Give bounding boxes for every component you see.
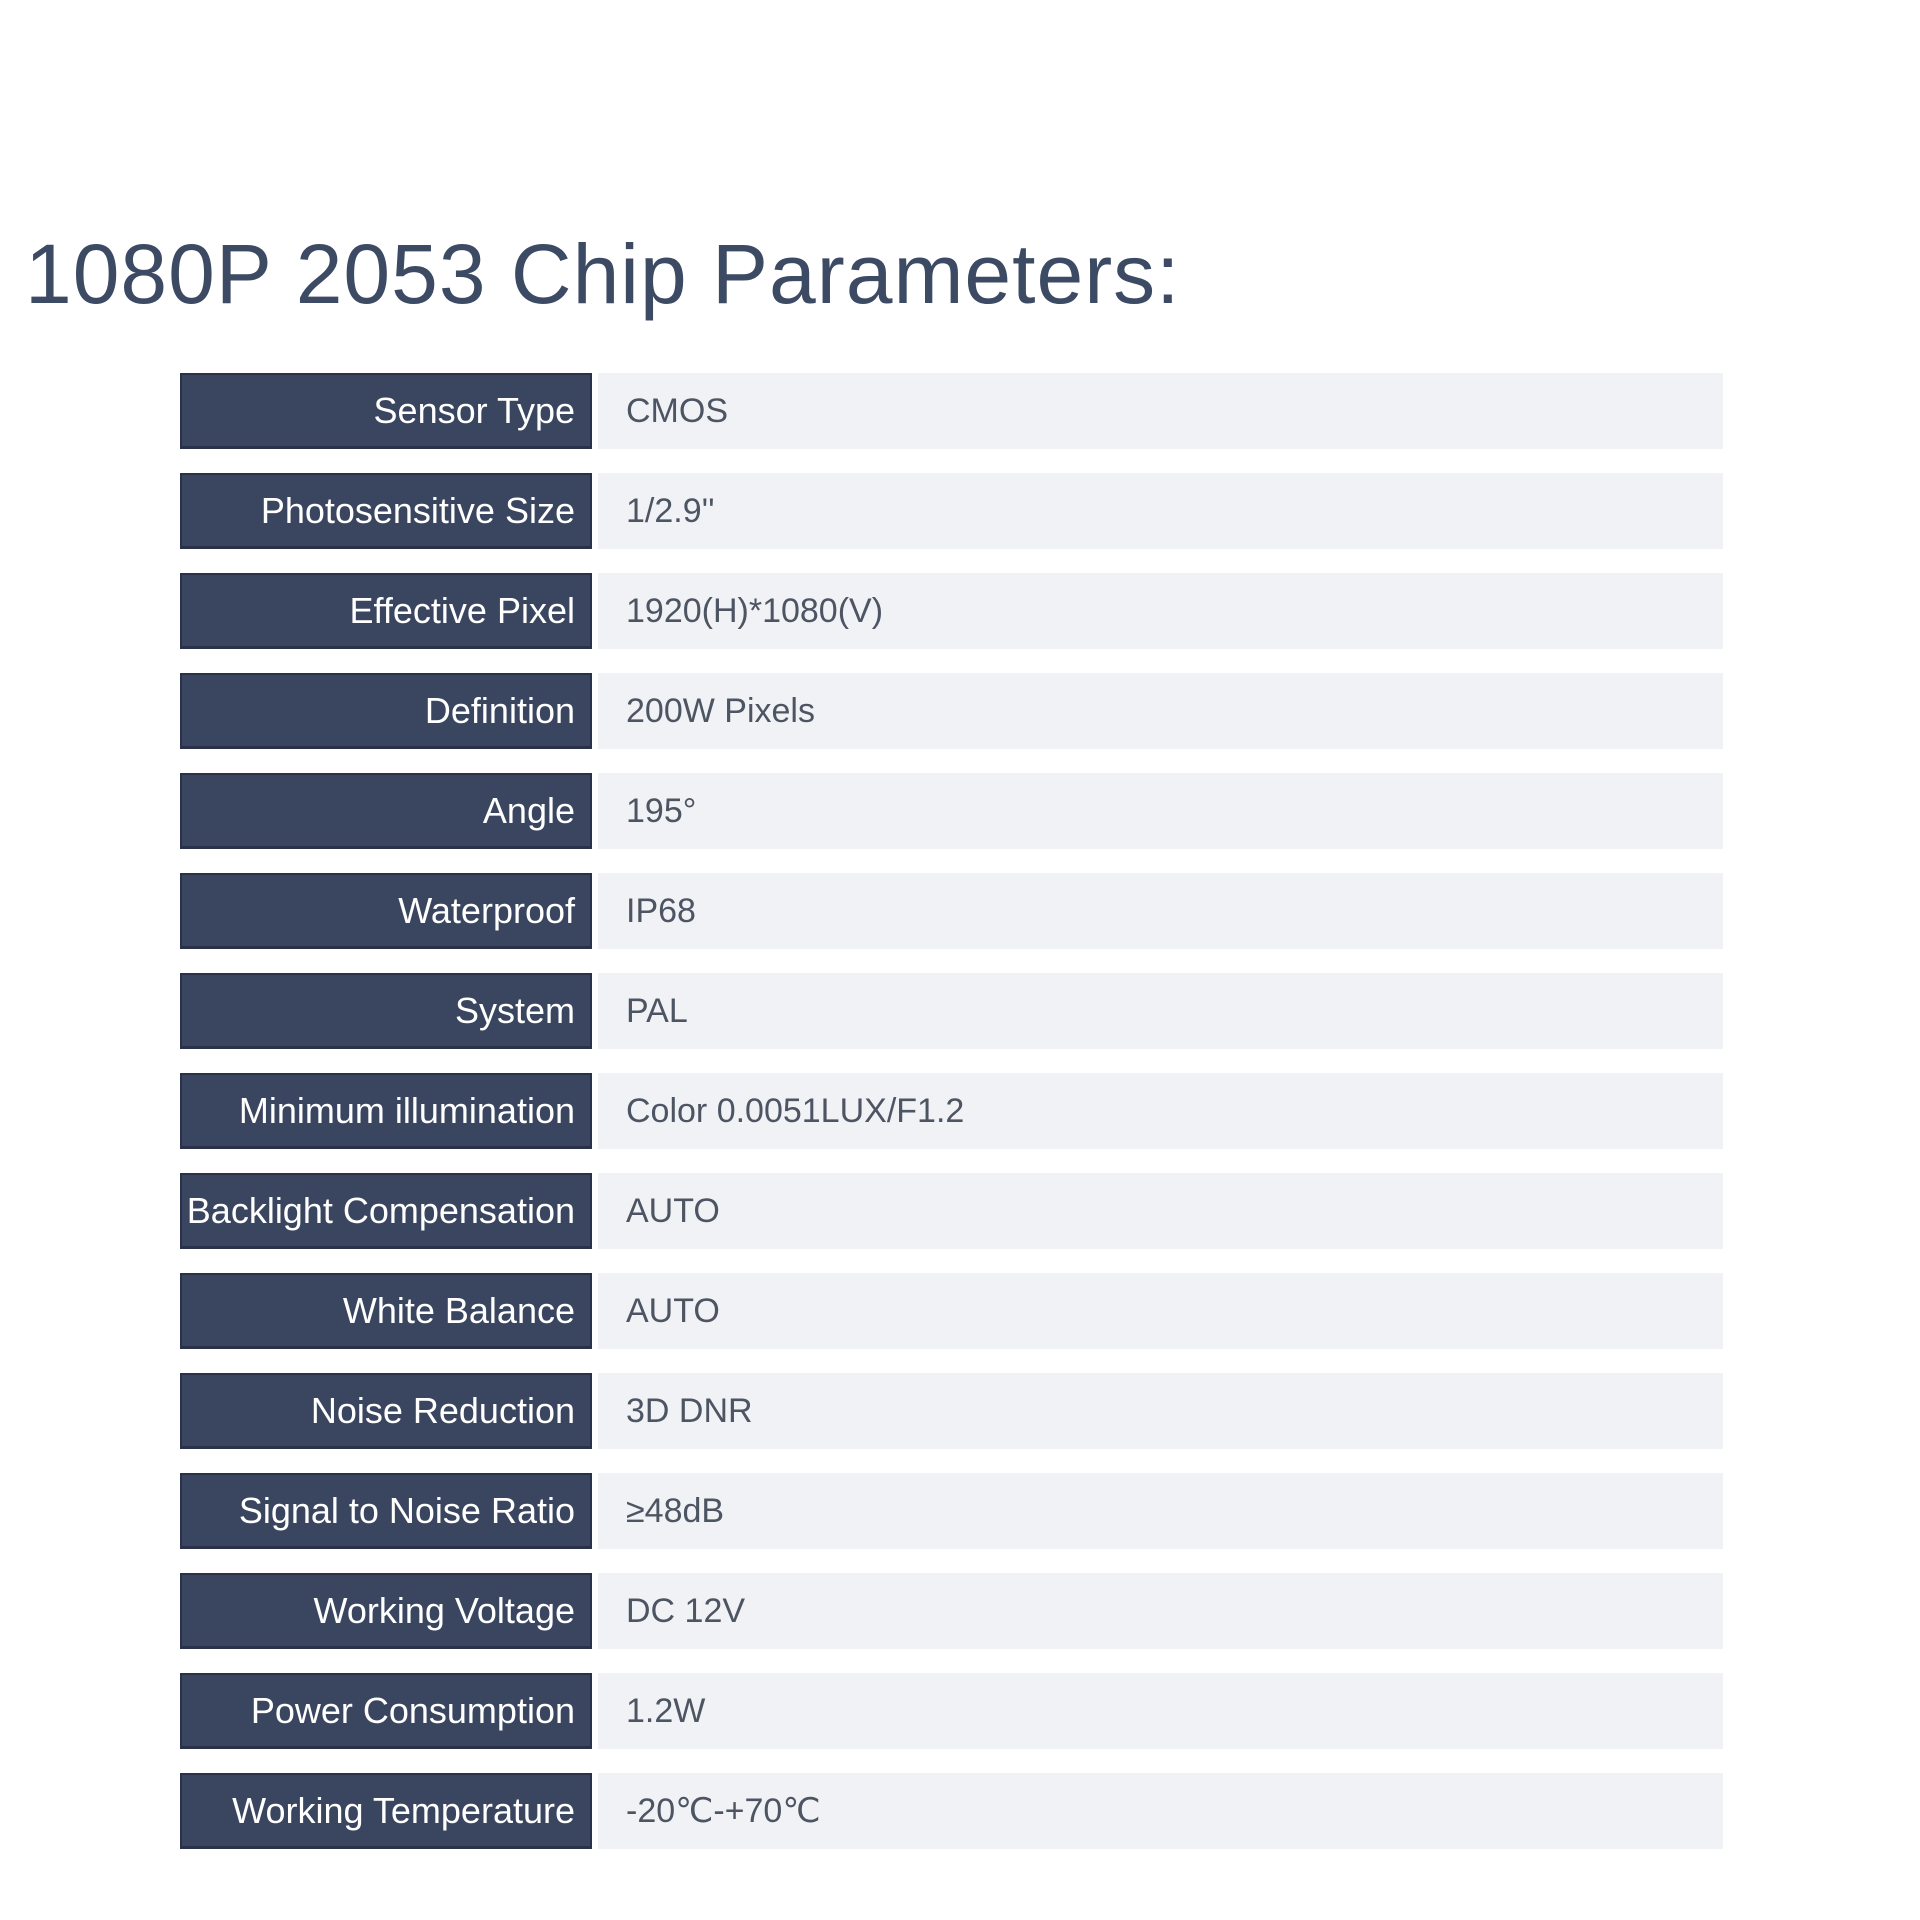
spec-label: Waterproof — [180, 873, 592, 949]
spec-value: -20℃-+70℃ — [598, 1773, 1723, 1849]
spec-row: Effective Pixel 1920(H)*1080(V) — [180, 573, 1723, 649]
spec-row: Working Temperature -20℃-+70℃ — [180, 1773, 1723, 1849]
spec-value: ≥48dB — [598, 1473, 1723, 1549]
spec-table: Sensor Type CMOS Photosensitive Size 1/2.9'… — [180, 373, 1723, 1873]
spec-value: 1/2.9'' — [598, 473, 1723, 549]
spec-value: PAL — [598, 973, 1723, 1049]
spec-label: Definition — [180, 673, 592, 749]
spec-row: Signal to Noise Ratio ≥48dB — [180, 1473, 1723, 1549]
spec-label: Photosensitive Size — [180, 473, 592, 549]
spec-value: AUTO — [598, 1273, 1723, 1349]
spec-row: Noise Reduction 3D DNR — [180, 1373, 1723, 1449]
spec-value: 195° — [598, 773, 1723, 849]
spec-value: IP68 — [598, 873, 1723, 949]
spec-value: DC 12V — [598, 1573, 1723, 1649]
spec-row: Working Voltage DC 12V — [180, 1573, 1723, 1649]
spec-row: Power Consumption 1.2W — [180, 1673, 1723, 1749]
spec-row: Photosensitive Size 1/2.9'' — [180, 473, 1723, 549]
spec-label: Minimum illumination — [180, 1073, 592, 1149]
spec-row: Minimum illumination Color 0.0051LUX/F1.2 — [180, 1073, 1723, 1149]
spec-label: Noise Reduction — [180, 1373, 592, 1449]
spec-label: System — [180, 973, 592, 1049]
spec-row: White Balance AUTO — [180, 1273, 1723, 1349]
spec-row: Backlight Compensation AUTO — [180, 1173, 1723, 1249]
spec-label: White Balance — [180, 1273, 592, 1349]
spec-row: Definition 200W Pixels — [180, 673, 1723, 749]
spec-label: Working Temperature — [180, 1773, 592, 1849]
spec-label: Angle — [180, 773, 592, 849]
spec-row: Sensor Type CMOS — [180, 373, 1723, 449]
spec-label: Effective Pixel — [180, 573, 592, 649]
spec-row: System PAL — [180, 973, 1723, 1049]
spec-label: Backlight Compensation — [180, 1173, 592, 1249]
spec-value: CMOS — [598, 373, 1723, 449]
spec-label: Working Voltage — [180, 1573, 592, 1649]
spec-value: AUTO — [598, 1173, 1723, 1249]
spec-label: Signal to Noise Ratio — [180, 1473, 592, 1549]
spec-label: Power Consumption — [180, 1673, 592, 1749]
page-title: 1080P 2053 Chip Parameters: — [25, 227, 1181, 321]
spec-row: Angle 195° — [180, 773, 1723, 849]
spec-value: 3D DNR — [598, 1373, 1723, 1449]
spec-label: Sensor Type — [180, 373, 592, 449]
spec-value: 200W Pixels — [598, 673, 1723, 749]
spec-value: 1.2W — [598, 1673, 1723, 1749]
spec-value: Color 0.0051LUX/F1.2 — [598, 1073, 1723, 1149]
spec-row: Waterproof IP68 — [180, 873, 1723, 949]
spec-value: 1920(H)*1080(V) — [598, 573, 1723, 649]
